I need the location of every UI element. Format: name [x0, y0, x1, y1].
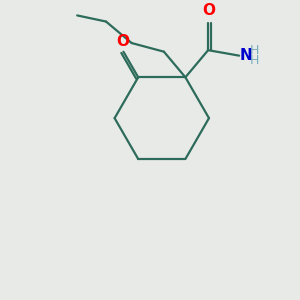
Text: O: O [116, 34, 129, 49]
Text: N: N [240, 48, 252, 63]
Text: H: H [250, 54, 260, 67]
Text: O: O [202, 3, 216, 18]
Text: H: H [250, 44, 260, 57]
